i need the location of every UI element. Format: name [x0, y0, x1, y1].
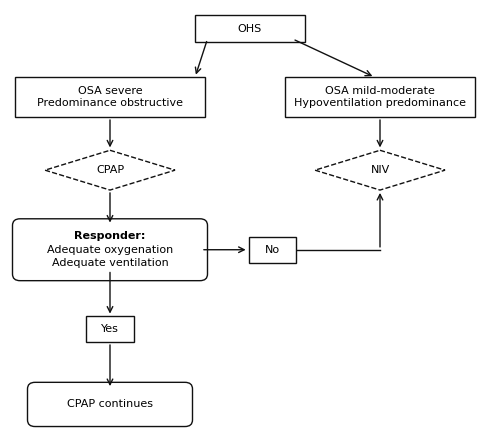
FancyBboxPatch shape — [285, 77, 475, 117]
FancyBboxPatch shape — [86, 316, 134, 342]
Text: CPAP continues: CPAP continues — [67, 400, 153, 409]
Text: Yes: Yes — [101, 324, 119, 334]
Text: No: No — [265, 245, 280, 255]
FancyBboxPatch shape — [28, 382, 192, 427]
Text: Adequate oxygenation: Adequate oxygenation — [47, 245, 173, 255]
FancyBboxPatch shape — [15, 77, 205, 117]
Text: NIV: NIV — [370, 165, 390, 175]
FancyBboxPatch shape — [195, 15, 305, 42]
Text: Responder:: Responder: — [74, 232, 146, 241]
Text: OSA mild-moderate
Hypoventilation predominance: OSA mild-moderate Hypoventilation predom… — [294, 87, 466, 108]
Text: OHS: OHS — [238, 24, 262, 34]
FancyBboxPatch shape — [249, 237, 296, 263]
Text: CPAP: CPAP — [96, 165, 124, 175]
Text: OSA severe
Predominance obstructive: OSA severe Predominance obstructive — [37, 87, 183, 108]
FancyBboxPatch shape — [12, 219, 207, 281]
Text: Adequate ventilation: Adequate ventilation — [52, 258, 168, 268]
Polygon shape — [315, 150, 445, 190]
Polygon shape — [45, 150, 175, 190]
